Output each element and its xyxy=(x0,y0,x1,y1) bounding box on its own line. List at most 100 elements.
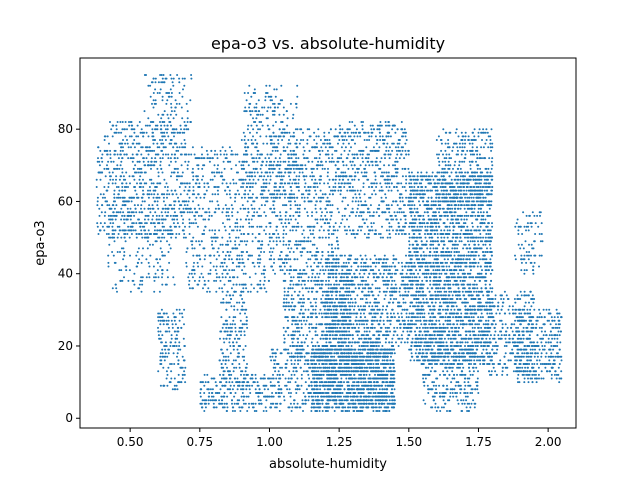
scatter-point xyxy=(119,196,122,199)
scatter-point xyxy=(217,193,220,196)
scatter-point xyxy=(329,204,332,207)
scatter-point xyxy=(188,186,191,188)
scatter-point xyxy=(117,211,120,214)
scatter-point xyxy=(133,204,136,207)
scatter-point xyxy=(174,200,177,203)
scatter-point xyxy=(226,395,229,398)
scatter-point xyxy=(327,167,329,170)
scatter-point xyxy=(238,283,241,286)
scatter-point xyxy=(182,218,185,221)
scatter-point xyxy=(299,269,302,272)
scatter-point xyxy=(186,193,189,196)
scatter-point xyxy=(362,392,365,394)
scatter-point xyxy=(196,211,199,214)
scatter-point xyxy=(171,218,174,221)
scatter-point xyxy=(241,384,244,387)
scatter-point xyxy=(162,200,165,203)
scatter-point xyxy=(203,186,206,188)
scatter-point xyxy=(285,301,288,304)
scatter-point xyxy=(199,395,202,398)
scatter-point xyxy=(323,131,326,134)
scatter-point xyxy=(294,381,297,384)
scatter-point xyxy=(235,341,238,344)
scatter-point xyxy=(130,121,133,123)
scatter-point xyxy=(180,182,182,185)
scatter-point xyxy=(137,287,140,290)
scatter-point xyxy=(325,341,328,344)
scatter-point xyxy=(290,298,293,300)
scatter-point xyxy=(268,84,271,87)
scatter-point xyxy=(160,74,163,76)
scatter-point xyxy=(321,283,324,286)
scatter-point xyxy=(334,149,336,152)
scatter-point xyxy=(286,269,288,272)
scatter-point xyxy=(287,319,289,322)
scatter-point xyxy=(353,366,356,369)
scatter-point xyxy=(176,388,179,391)
scatter-point xyxy=(287,196,289,199)
scatter-point xyxy=(337,160,340,163)
scatter-point xyxy=(294,211,297,214)
scatter-point xyxy=(309,175,312,178)
scatter-point xyxy=(320,312,323,315)
scatter-point xyxy=(197,204,200,207)
scatter-point xyxy=(277,189,280,192)
scatter-point xyxy=(319,178,322,181)
scatter-point xyxy=(251,110,254,113)
scatter-point xyxy=(166,207,169,210)
scatter-point xyxy=(284,330,287,333)
scatter-point xyxy=(307,258,310,261)
scatter-point xyxy=(339,312,342,315)
scatter-point xyxy=(239,345,241,347)
scatter-point xyxy=(221,265,224,268)
scatter-point xyxy=(289,193,292,196)
scatter-point xyxy=(125,218,128,221)
scatter-point xyxy=(226,388,229,391)
scatter-point xyxy=(298,272,301,275)
scatter-point xyxy=(103,214,106,217)
scatter-point xyxy=(234,200,236,203)
scatter-point xyxy=(222,160,225,163)
scatter-point xyxy=(136,261,139,264)
scatter-point xyxy=(293,363,296,365)
scatter-point xyxy=(246,175,249,178)
scatter-point xyxy=(159,352,162,355)
scatter-point xyxy=(307,186,310,188)
scatter-point xyxy=(332,160,335,163)
scatter-point xyxy=(369,392,372,394)
scatter-point xyxy=(170,106,173,109)
scatter-point xyxy=(220,348,223,351)
scatter-point xyxy=(224,189,227,192)
scatter-point xyxy=(99,178,102,181)
scatter-point xyxy=(310,355,313,358)
scatter-point xyxy=(249,290,252,293)
scatter-point xyxy=(279,240,282,243)
scatter-point xyxy=(163,121,166,123)
scatter-point xyxy=(124,178,127,181)
scatter-point xyxy=(119,153,122,156)
scatter-point xyxy=(259,283,262,286)
scatter-point xyxy=(233,366,236,369)
scatter-point xyxy=(208,229,211,232)
scatter-point xyxy=(325,160,327,163)
scatter-point xyxy=(235,171,238,174)
scatter-point xyxy=(147,214,150,217)
scatter-point xyxy=(162,74,165,76)
scatter-point xyxy=(274,359,277,362)
scatter-point xyxy=(226,406,229,409)
scatter-point xyxy=(330,211,333,214)
scatter-point xyxy=(317,128,320,131)
scatter-point xyxy=(238,330,241,333)
scatter-point xyxy=(218,392,221,394)
scatter-point xyxy=(253,200,256,203)
scatter-point xyxy=(353,384,356,387)
scatter-point xyxy=(295,229,298,232)
scatter-point xyxy=(166,384,169,387)
scatter-point xyxy=(245,395,248,398)
scatter-point xyxy=(318,312,321,315)
scatter-point xyxy=(317,164,320,167)
scatter-point xyxy=(278,102,281,105)
scatter-point xyxy=(285,225,288,228)
scatter-point xyxy=(254,377,257,380)
scatter-point xyxy=(337,355,340,358)
